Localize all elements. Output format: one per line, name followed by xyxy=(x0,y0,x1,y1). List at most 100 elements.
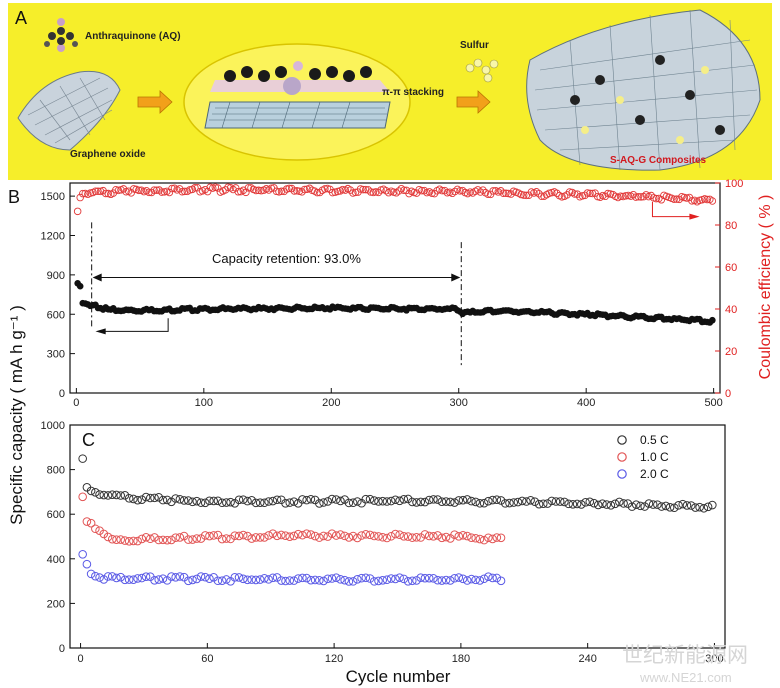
rate-10-point xyxy=(268,529,278,539)
rate-05-point xyxy=(538,499,548,509)
rate-10-point xyxy=(86,518,96,528)
rate-05-point xyxy=(184,496,193,505)
rate-05-point xyxy=(610,499,620,509)
coulombic-efficiency-point xyxy=(440,186,449,195)
rate-10-point xyxy=(217,534,227,544)
x-tick-label: 200 xyxy=(322,397,340,409)
rate-10-point xyxy=(484,533,493,543)
y-tick-label: 600 xyxy=(47,509,65,521)
rate-20-point xyxy=(454,573,464,582)
pi-pi-stacking-molecule-icon xyxy=(210,61,390,95)
rate-20-point xyxy=(234,573,244,582)
coulombic-efficiency-point xyxy=(639,192,648,201)
rate-05-point xyxy=(462,495,472,504)
rate-10-point xyxy=(357,531,366,540)
rate-10-point xyxy=(386,531,396,541)
coulombic-efficiency-point xyxy=(277,187,286,196)
rate-10-point xyxy=(124,536,134,546)
rate-05-point xyxy=(631,500,641,509)
rate-05-point xyxy=(585,497,595,507)
rate-05-point xyxy=(319,498,328,507)
x-tick-label: 300 xyxy=(450,397,468,409)
rate-20-point xyxy=(416,573,426,582)
rate-05-point xyxy=(154,493,164,502)
arrow-left-icon xyxy=(92,273,102,282)
rate-05-point xyxy=(344,498,354,508)
rate-10-point xyxy=(243,531,252,541)
rate-20-point xyxy=(424,573,434,583)
coulombic-efficiency-point xyxy=(316,188,324,197)
rate-20-point xyxy=(441,575,451,585)
rate-10-point xyxy=(129,536,138,546)
coulombic-efficiency-point xyxy=(504,189,513,198)
rate-05-point xyxy=(479,498,489,508)
rate-20-point xyxy=(327,574,337,583)
coulombic-efficiency-point xyxy=(448,189,457,198)
rate-05-point xyxy=(137,495,147,504)
right-axis-indicator xyxy=(651,201,694,218)
coulombic-efficiency-point xyxy=(565,188,574,196)
rate-05-point xyxy=(691,503,700,512)
rate-20-point xyxy=(141,572,151,582)
rate-20-point xyxy=(107,572,117,581)
coulombic-efficiency-point xyxy=(231,184,240,192)
rate-10-point xyxy=(192,534,202,543)
rate-20-point xyxy=(357,573,366,583)
rate-05-point xyxy=(682,501,692,510)
rate-10-point xyxy=(395,530,404,540)
coulombic-efficiency-point xyxy=(657,196,666,204)
rate-20-point xyxy=(412,576,421,585)
rate-10-point xyxy=(319,531,328,541)
rate-10-point xyxy=(399,532,409,541)
y-tick-label: 300 xyxy=(47,349,65,361)
panel-c-left-axis: 0 200 400 600 800 1000 xyxy=(41,420,75,655)
x-tick-label: 60 xyxy=(201,653,213,665)
rate-10-point xyxy=(361,530,371,539)
rate-05-point xyxy=(475,498,485,508)
coulombic-efficiency-point xyxy=(76,193,84,202)
coulombic-efficiency-point xyxy=(634,192,643,201)
rate-20-point xyxy=(407,576,417,586)
rate-10-point xyxy=(403,532,413,541)
coulombic-efficiency-point xyxy=(369,188,378,197)
rate-10-point xyxy=(327,529,337,538)
coulombic-efficiency-point xyxy=(300,185,309,194)
rate-20-point xyxy=(319,576,328,586)
rate-20-point xyxy=(124,575,134,584)
coulombic-efficiency-point xyxy=(695,196,704,205)
y2-tick-label: 60 xyxy=(725,262,737,274)
rate-05-point xyxy=(517,496,527,506)
rate-05-point xyxy=(158,495,168,505)
rate-05-point xyxy=(627,502,637,511)
coulombic-efficiency-point xyxy=(632,193,640,201)
rate-10-point xyxy=(424,531,434,541)
panel-a-letter: A xyxy=(15,8,27,28)
rate-10-point xyxy=(479,535,489,545)
arrow-right-icon xyxy=(456,90,491,114)
rate-10-point xyxy=(302,529,311,538)
rate-10-point xyxy=(116,535,126,544)
rate-20-point xyxy=(382,575,392,585)
coulombic-efficiency-point xyxy=(581,191,589,200)
rate-05-point xyxy=(399,494,409,504)
coulombic-efficiency-point xyxy=(392,189,401,197)
rate-10-point xyxy=(433,531,442,540)
rate-10-point xyxy=(184,535,193,544)
rate-05-point xyxy=(336,496,345,506)
rate-05-point xyxy=(547,496,557,506)
rate-20-point xyxy=(116,572,126,582)
coulombic-efficiency-point xyxy=(604,189,612,198)
panel-b-letter: B xyxy=(8,187,20,207)
rate-10-point xyxy=(488,534,497,544)
coulombic-efficiency-point xyxy=(122,187,130,196)
rate-10-point xyxy=(285,532,295,542)
arrow-left-icon xyxy=(95,328,106,335)
rate-05-point xyxy=(179,496,189,505)
y-tick-label: 900 xyxy=(47,270,65,282)
coulombic-efficiency-point xyxy=(553,189,561,197)
rate-10-point xyxy=(167,535,176,545)
rate-05-point xyxy=(543,499,552,508)
rate-10-point xyxy=(238,530,248,540)
coulombic-efficiency-point xyxy=(165,188,174,197)
rate-20-point xyxy=(103,572,113,581)
